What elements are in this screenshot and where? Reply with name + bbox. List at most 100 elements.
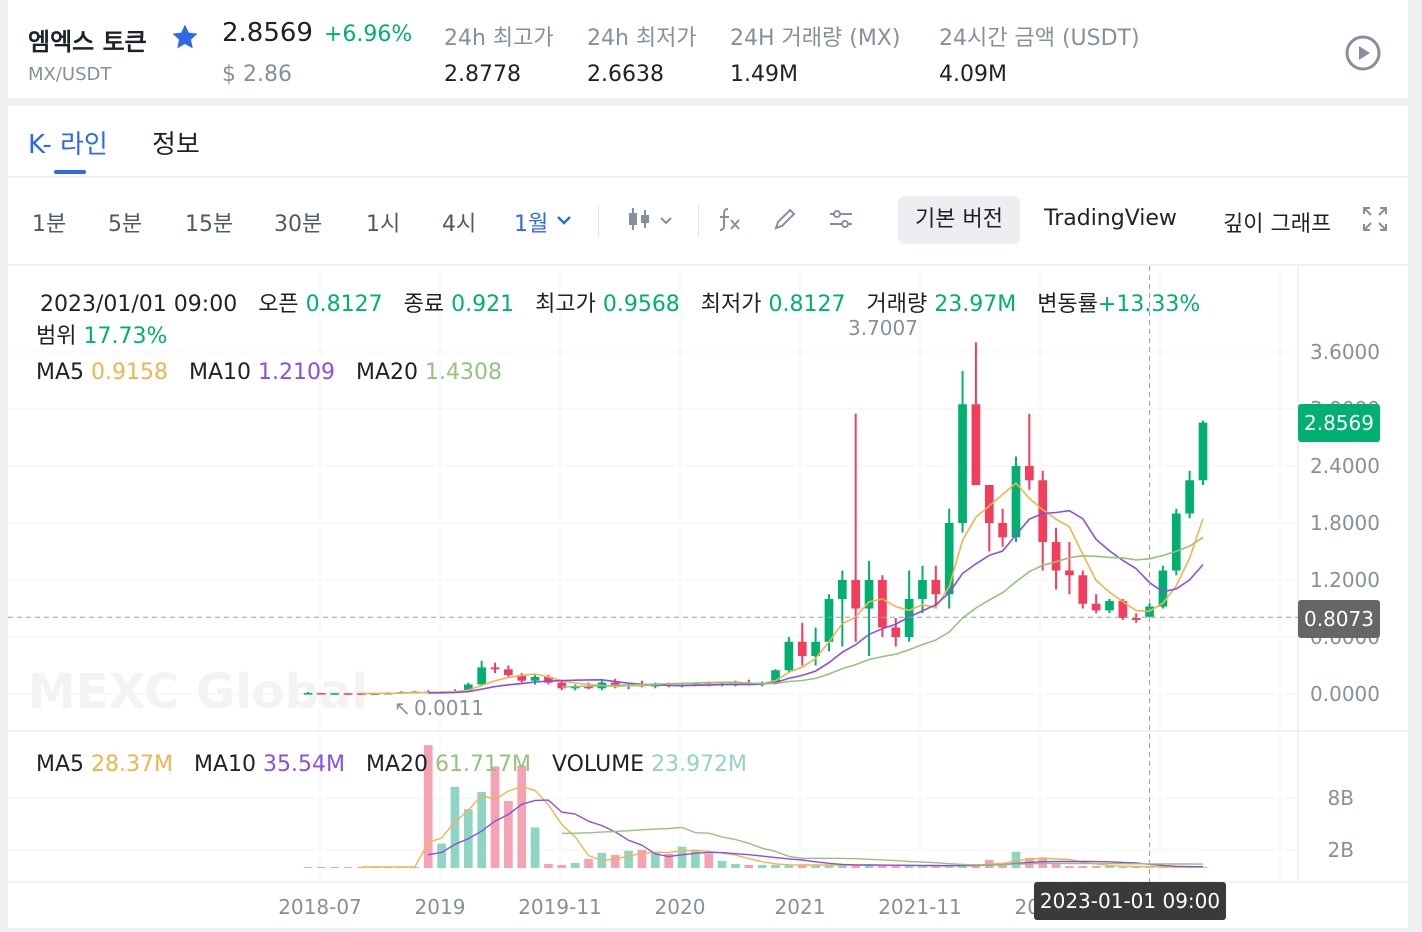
ma5-value: 0.9158 [91,360,169,385]
volume-bar [1078,865,1088,868]
candle-body [1158,570,1168,607]
candle-body [837,580,847,599]
fullscreen-icon[interactable] [1360,204,1390,234]
volume-bar [650,852,660,868]
ma-price-legend: MA5 0.9158 MA10 1.2109 MA20 1.4308 [36,360,502,385]
volume-bar [731,863,740,868]
tab-kline[interactable]: K- 라인 [28,130,108,160]
vol-ma5-label: MA5 [36,752,85,777]
kline-chart[interactable]: MEXC Global 3.60003.00002.40001.80001.20… [8,266,1408,928]
y-axis-tick-label: 3.6000 [1310,340,1380,364]
vol-ma10-label: MA10 [193,752,257,777]
timeframe-15m[interactable]: 15분 [185,212,234,237]
y-axis-tick-label: 2.4000 [1310,454,1380,478]
play-circle-icon[interactable] [1344,34,1382,72]
volume-label: VOLUME [551,752,645,777]
candle-body [570,686,580,689]
stat-label-volume: 24H 거래량 (MX) [730,26,901,51]
candle-body [1091,603,1101,611]
tab-active-indicator [54,170,86,174]
candle-body [1011,466,1021,538]
ma-volume-legend: MA5 28.37M MA10 35.54M MA20 61.717M VOLU… [36,752,747,777]
x-axis-tick-label: 2019-11 [518,895,602,919]
crosshair-time-tag: 2023-01-01 09:00 [1034,882,1226,920]
crosshair-price-tag: 0.8073 [1298,600,1380,638]
stat-label-high: 24h 최고가 [444,26,554,51]
volume-bar [1145,866,1154,868]
ohlc-datetime: 2023/01/01 09:00 [40,292,238,317]
toolbar-divider [698,204,699,238]
x-axis-tick-label: 2019 [415,895,466,919]
timeframe-4h[interactable]: 4시 [442,212,477,237]
ohlc-range-label: 범위 [36,324,77,349]
candle-body [1038,480,1048,542]
timeframe-30m[interactable]: 30분 [274,212,323,237]
chart-tabs: K- 라인 정보 [8,106,1408,176]
volume-bar [864,864,874,868]
candle-body [584,686,593,689]
last-price-tag: 2.8569 [1298,404,1380,442]
function-icon[interactable] [714,204,744,234]
x-axis-tick-label: 2020 [655,895,706,919]
candle-body [490,667,500,670]
candle-body [811,641,820,656]
volume-ma5-line [361,786,1203,868]
candle-body [784,641,794,671]
timeframe-1h[interactable]: 1시 [366,212,401,237]
ohlc-range: 범위 17.73% [36,318,167,350]
timeframe-1m[interactable]: 1분 [32,212,67,237]
depth-graph-button[interactable]: 깊이 그래프 [1223,212,1332,237]
tradingview-button[interactable]: TradingView [1044,206,1177,231]
stat-value-volume: 1.49M [730,62,798,87]
timeframe-1month[interactable]: 1월 [514,212,549,237]
chevron-down-icon[interactable] [554,210,574,230]
volume-bar [450,786,460,868]
candle-body [1078,575,1088,604]
candle-body [1131,618,1141,620]
volume-bar [530,827,540,868]
ohlc-close: 0.921 [451,292,515,317]
candle-body [904,599,914,637]
volume-bar [904,865,914,868]
candle-body [931,580,941,595]
candle-body [958,404,967,523]
ohlc-low: 0.8127 [768,292,846,317]
volume-bar [1118,866,1128,868]
candle-body [303,693,313,695]
candle-body [1198,422,1208,481]
volume-bar [437,843,446,868]
basic-version-button[interactable]: 기본 버전 [898,196,1020,244]
volume-bar [824,864,834,868]
volume-bar [784,864,794,868]
volume-bar [343,866,353,868]
volume-bar [1011,851,1021,868]
candle-body [1051,542,1061,571]
volume-bar [504,800,513,868]
vol-ma10-value: 35.54M [263,752,345,777]
y-axis-tick-label: 1.2000 [1310,568,1380,592]
volume-bar [771,864,780,868]
volume-bar [584,858,593,868]
pair-symbol: MX/USDT [28,64,112,85]
volume-bar [891,865,901,868]
candle-body [477,667,486,685]
chevron-down-icon[interactable] [658,212,674,228]
volume-ma20-line [561,826,1204,866]
settings-sliders-icon[interactable] [826,204,856,234]
usd-price: $ 2.86 [222,62,292,87]
pencil-icon[interactable] [770,204,800,234]
candle-body [1185,480,1194,514]
volume-bar [797,864,807,868]
stat-label-amount: 24시간 금액 (USDT) [939,26,1140,51]
volume-bar [1065,865,1074,868]
candle-body [343,693,353,695]
ticker-header: 엠엑스 토큰 MX/USDT 2.8569 +6.96% $ 2.86 24h … [8,0,1408,98]
timeframe-5m[interactable]: 5분 [108,212,143,237]
watermark: MEXC Global [28,664,368,720]
volume-bar [303,866,313,868]
candlestick-icon[interactable] [624,204,654,234]
candle-body [530,676,540,681]
volume-bar [691,849,700,868]
star-icon[interactable] [170,22,200,52]
tab-info[interactable]: 정보 [152,130,200,160]
